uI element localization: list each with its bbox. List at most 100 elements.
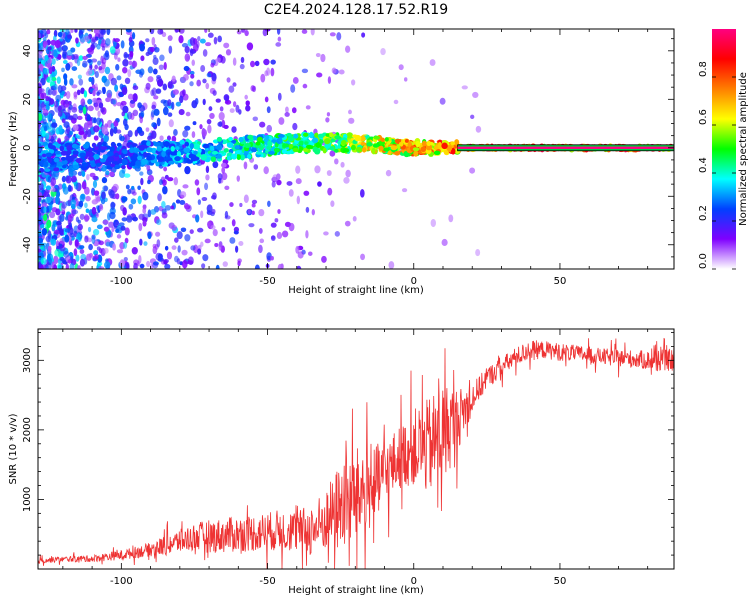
heatmap-cell <box>38 176 41 183</box>
heatmap-cell <box>190 73 195 79</box>
heatmap-cell <box>184 125 191 131</box>
colorbar-tick-label: 0.6 <box>698 109 709 125</box>
heatmap-cell <box>142 191 149 201</box>
heatmap-cell <box>132 93 138 102</box>
heatmap-cell <box>122 150 128 155</box>
heatmap-cell <box>139 238 143 246</box>
heatmap-cell <box>56 161 62 167</box>
heatmap-cell <box>106 29 111 36</box>
heatmap-cell <box>245 105 251 112</box>
heatmap-cell <box>162 106 169 116</box>
heatmap-cell <box>429 59 436 66</box>
heatmap-cell <box>65 263 70 269</box>
heatmap-cell <box>167 81 173 89</box>
heatmap-cell <box>240 56 245 64</box>
heatmap-cell <box>360 253 366 261</box>
heatmap-cell <box>67 184 72 192</box>
heatmap-cell <box>140 140 148 146</box>
heatmap-cell <box>330 200 335 207</box>
heatmap-cell <box>271 139 277 143</box>
heatmap-cell <box>293 133 299 139</box>
heatmap-cell <box>146 147 153 153</box>
heatmap-cell <box>43 161 49 168</box>
heatmap-cell <box>193 156 200 161</box>
heatmap-cell <box>71 66 78 71</box>
heatmap-cell <box>132 153 138 158</box>
heatmap-cell <box>92 97 98 104</box>
heatmap-cell <box>45 152 53 158</box>
heatmap-cell <box>50 177 57 186</box>
heatmap-cell <box>139 263 145 269</box>
heatmap-cell <box>255 151 263 155</box>
heatmap-cell <box>38 205 41 214</box>
heatmap-cell <box>64 228 71 233</box>
heatmap-cell <box>121 111 125 117</box>
heatmap-cell <box>197 227 204 233</box>
y-tick-label: 20 <box>22 93 33 106</box>
heatmap-cell <box>142 220 147 227</box>
heatmap-cell <box>305 206 310 213</box>
heatmap-cell <box>69 213 75 219</box>
heatmap-cell <box>93 125 100 133</box>
heatmap-cell <box>311 209 315 216</box>
heatmap-cell <box>43 40 48 48</box>
heatmap-cell <box>156 239 161 248</box>
heatmap-cell <box>223 124 229 129</box>
heatmap-cell <box>415 140 421 148</box>
heatmap-cell <box>174 237 179 243</box>
heatmap-cell <box>226 142 234 149</box>
heatmap-cell <box>53 255 59 265</box>
heatmap-cell <box>250 148 257 153</box>
heatmap-cell <box>394 150 401 156</box>
heatmap-cell <box>114 84 119 92</box>
heatmap-cell <box>96 162 102 167</box>
heatmap-cell <box>202 78 207 84</box>
heatmap-cell <box>85 208 90 213</box>
heatmap-cell <box>139 43 146 52</box>
heatmap-cell <box>170 205 175 210</box>
heatmap-cell <box>303 147 309 153</box>
heatmap-cell <box>156 76 163 83</box>
heatmap-cell <box>59 145 65 152</box>
heatmap-cell <box>181 249 188 256</box>
heatmap-cell <box>94 102 100 111</box>
heatmap-cell <box>146 156 153 161</box>
heatmap-cell <box>85 195 91 202</box>
heatmap-cell <box>41 247 46 252</box>
heatmap-cell <box>215 57 222 63</box>
heatmap-cell <box>127 93 134 100</box>
heatmap-cell <box>129 50 134 58</box>
heatmap-cell <box>387 149 392 155</box>
heatmap-cell <box>167 112 173 117</box>
heatmap-cell <box>443 149 450 155</box>
heatmap-cell <box>223 42 230 49</box>
heatmap-cell <box>433 150 441 156</box>
heatmap-cell <box>81 162 89 167</box>
heatmap-cell <box>182 184 189 189</box>
heatmap-cell <box>311 137 319 144</box>
heatmap-cell <box>112 99 117 105</box>
heatmap-cell <box>197 35 201 42</box>
heatmap-cell <box>110 141 116 147</box>
heatmap-cell <box>175 101 182 107</box>
heatmap-cell <box>94 64 98 70</box>
heatmap-cell <box>305 230 309 239</box>
heatmap-cell <box>179 95 184 104</box>
heatmap-cell <box>120 225 126 231</box>
heatmap-cell <box>191 131 196 138</box>
heatmap-cell <box>38 67 41 76</box>
heatmap-cell <box>340 161 345 168</box>
heatmap-cell <box>131 143 138 147</box>
heatmap-cell <box>327 187 333 196</box>
heatmap-cell <box>47 112 52 121</box>
heatmap-cell <box>197 248 202 255</box>
heatmap-cell <box>87 98 93 105</box>
heatmap-cell <box>122 66 128 74</box>
heatmap-cell <box>73 91 78 98</box>
heatmap-cell <box>109 171 115 177</box>
heatmap-cell <box>105 38 111 46</box>
heatmap-cell <box>305 144 313 149</box>
heatmap-cell <box>211 208 216 215</box>
heatmap-cell <box>84 186 90 195</box>
heatmap-cell <box>45 95 50 102</box>
